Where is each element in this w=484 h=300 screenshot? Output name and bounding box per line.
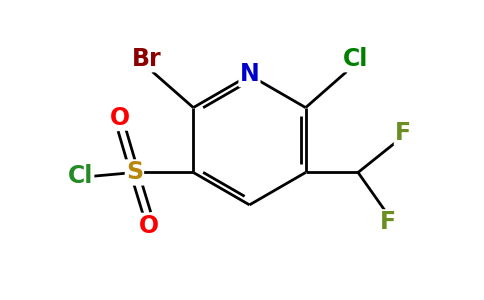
Text: N: N [240, 62, 259, 86]
Text: Br: Br [132, 47, 161, 71]
Text: Cl: Cl [343, 47, 368, 71]
Text: F: F [380, 210, 396, 234]
Text: F: F [395, 121, 411, 145]
Text: S: S [126, 160, 143, 184]
Text: O: O [139, 214, 159, 238]
Text: O: O [109, 106, 130, 130]
Text: Cl: Cl [68, 164, 93, 188]
